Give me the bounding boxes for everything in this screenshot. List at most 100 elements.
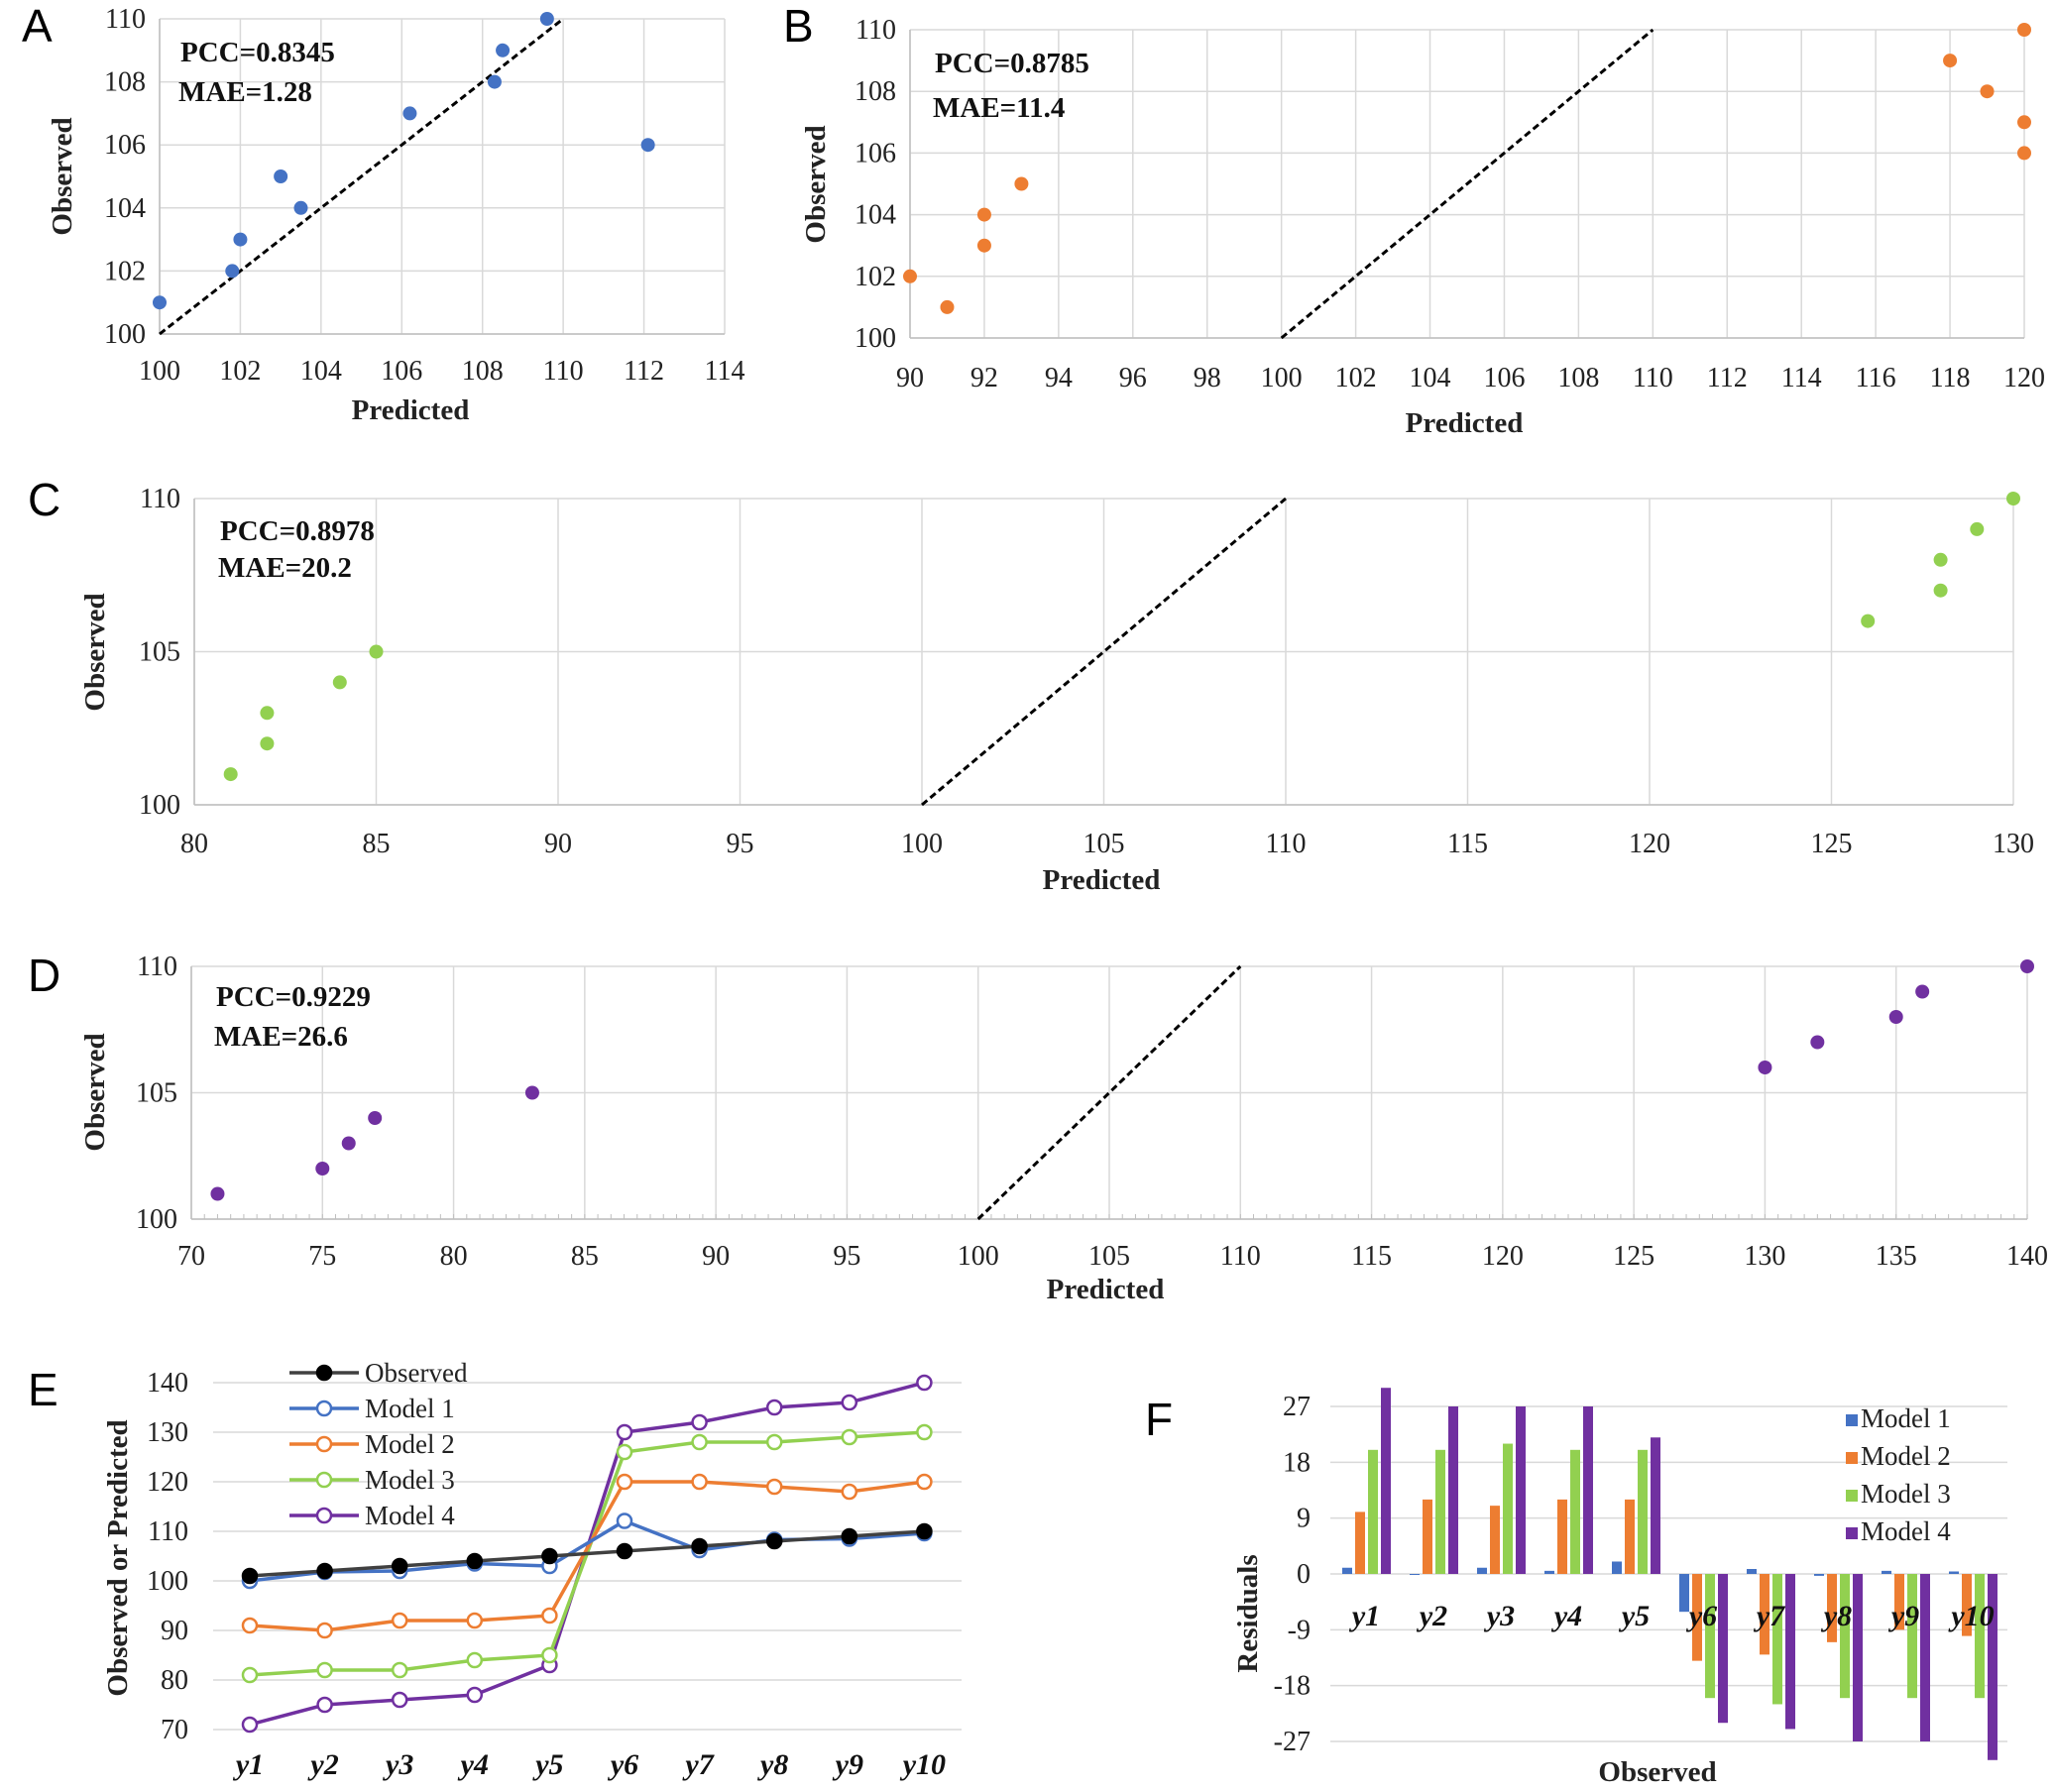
residual-bar [1368, 1449, 1378, 1574]
series-marker [391, 1612, 408, 1629]
legend-label: Model 2 [365, 1429, 455, 1459]
x-tick-label: 106 [381, 356, 422, 387]
residual-bar [1570, 1449, 1580, 1574]
legend-label: Model 4 [1861, 1516, 1951, 1546]
legend-label: Model 2 [1861, 1441, 1951, 1471]
x-tick-label: 70 [177, 1241, 205, 1272]
pcc-annotation: PCC=0.8785 [935, 48, 1089, 79]
series-marker [391, 1557, 408, 1575]
category-label: y4 [1551, 1600, 1582, 1632]
x-tick-label: 106 [1483, 363, 1525, 393]
residual-bar [1988, 1574, 1997, 1760]
panel-letter: A [22, 0, 53, 52]
pcc-annotation: PCC=0.8978 [220, 515, 375, 547]
category-label: y10 [900, 1748, 946, 1781]
data-point [496, 43, 511, 57]
x-tick-label: 114 [705, 356, 745, 387]
x-tick-label: 85 [571, 1241, 599, 1272]
panel-e-line-chart: E 70 80 90 100 110 120 130 140 y1 y2 y3 y4 y5 y6 y7 y8 y9… [28, 1358, 962, 1781]
series-marker [241, 1567, 259, 1585]
y-tick-label: 18 [1283, 1447, 1311, 1478]
data-point [1758, 1061, 1772, 1074]
residual-bar [1962, 1574, 1972, 1636]
y-tick-label: -18 [1274, 1671, 1311, 1702]
x-tick-label: 140 [2006, 1241, 2048, 1272]
x-axis-title: Predicted [352, 394, 470, 426]
data-point [1933, 552, 1948, 567]
y-tick-label: 100 [855, 323, 896, 354]
residual-bar [1853, 1574, 1863, 1741]
y-axis-title: Observed [47, 117, 78, 235]
x-tick-label: 100 [958, 1241, 999, 1272]
y-tick-label: 110 [856, 15, 896, 46]
x-tick-label: 110 [1633, 363, 1673, 393]
legend-swatch-marker [315, 1400, 333, 1417]
category-label: y7 [682, 1748, 714, 1781]
residual-bar [1760, 1574, 1769, 1655]
series-marker [916, 1423, 933, 1441]
series-marker [916, 1522, 933, 1540]
x-tick-label: 125 [1613, 1241, 1655, 1272]
residual-bar [1772, 1574, 1782, 1705]
series-marker [316, 1562, 333, 1580]
data-point [274, 169, 288, 183]
data-point [210, 1186, 225, 1201]
data-point [1970, 521, 1985, 536]
x-tick-label: 100 [901, 829, 943, 859]
category-label: y9 [1888, 1600, 1919, 1632]
residual-bar [1612, 1561, 1622, 1574]
x-tick-label: 94 [1045, 363, 1073, 393]
series-marker [916, 1374, 933, 1392]
category-label: y10 [1948, 1600, 1994, 1632]
x-tick-label: 104 [300, 356, 342, 387]
series-marker [316, 1622, 333, 1639]
residual-bar [1920, 1574, 1930, 1741]
category-label: y4 [458, 1748, 489, 1781]
data-point [341, 1136, 356, 1151]
residual-bar [1544, 1570, 1554, 1574]
data-point [1915, 984, 1930, 999]
x-tick-label: 120 [1482, 1241, 1524, 1272]
residual-bar [1949, 1571, 1959, 1574]
category-label: y9 [833, 1748, 863, 1781]
identity-line [159, 17, 565, 336]
series-marker [765, 1478, 783, 1496]
series-line [249, 1480, 925, 1632]
y-tick-label: 70 [161, 1715, 188, 1745]
data-point [369, 644, 384, 659]
residual-bar [1907, 1574, 1917, 1699]
legend-swatch [1846, 1414, 1858, 1426]
y-tick-label: 100 [104, 319, 146, 350]
x-tick-label: 80 [440, 1241, 468, 1272]
x-tick-label: 114 [1781, 363, 1822, 393]
x-tick-label: 110 [1220, 1241, 1261, 1272]
panel-letter: E [28, 1364, 58, 1415]
panel-letter: C [28, 474, 60, 525]
y-tick-label: 108 [855, 76, 896, 107]
residual-bar [1583, 1406, 1593, 1574]
x-tick-label: 110 [1266, 829, 1307, 859]
legend-swatch-marker [315, 1471, 333, 1489]
data-point [315, 1162, 330, 1176]
category-label: y2 [307, 1748, 338, 1781]
y-tick-label: 102 [855, 262, 896, 292]
data-point [2017, 23, 2031, 37]
legend-label: Model 1 [365, 1394, 455, 1423]
panel-a-scatter: A 100 102 104 106 108 110 112 114 100 102 104 106 108… [22, 0, 744, 426]
series-marker [841, 1428, 858, 1446]
data-point [153, 295, 167, 310]
legend-swatch [1846, 1527, 1858, 1539]
pcc-annotation: PCC=0.9229 [216, 981, 371, 1013]
x-tick-label: 102 [1335, 363, 1377, 393]
data-point [1888, 1010, 1903, 1024]
y-tick-label: 9 [1297, 1504, 1311, 1534]
series-marker [316, 1696, 333, 1714]
category-label: y5 [532, 1748, 563, 1781]
series-marker [391, 1691, 408, 1709]
y-axis-title: Observed [79, 1033, 111, 1151]
residual-bar [1747, 1568, 1757, 1574]
x-tick-label: 112 [1707, 363, 1748, 393]
category-label: y5 [1619, 1600, 1650, 1632]
series-marker [241, 1666, 259, 1684]
